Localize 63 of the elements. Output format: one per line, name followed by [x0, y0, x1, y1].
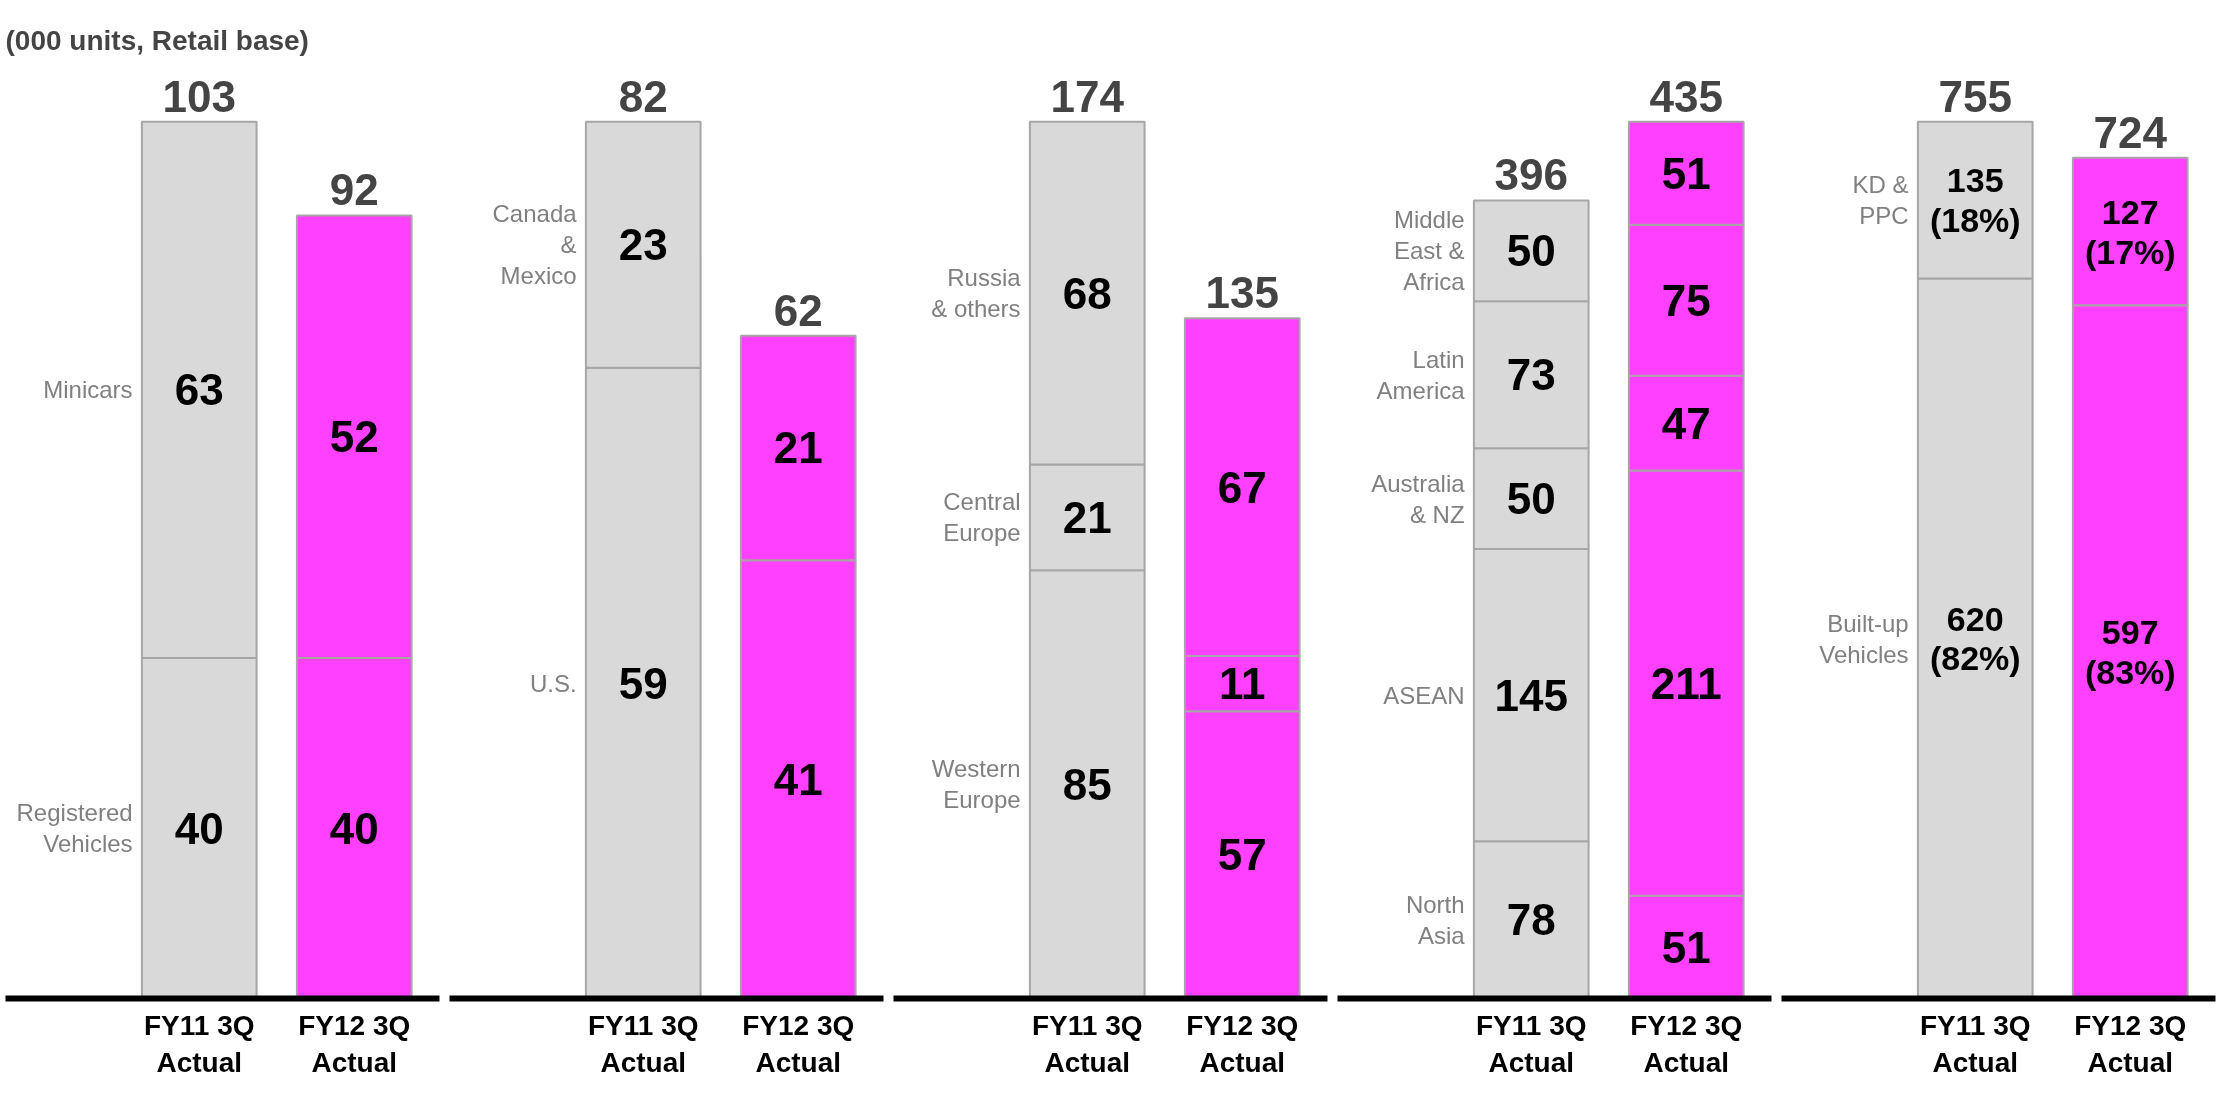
- x-tick-label: FY12 3Q Actual: [1630, 1009, 1743, 1078]
- series-label: Canada & Mexico: [492, 200, 578, 290]
- text: (000 units, Retail base): [5, 24, 309, 56]
- data-label: 73: [1506, 350, 1556, 400]
- series-label: KD & PPC: [1852, 171, 1909, 230]
- data-label: 620 (82%): [1929, 599, 2021, 678]
- series-label: Central Europe: [943, 488, 1021, 547]
- data-label: 57: [1217, 830, 1267, 880]
- data-label: 85: [1062, 759, 1112, 809]
- series-label: Russia & others: [931, 264, 1022, 323]
- total-label: 396: [1494, 150, 1568, 200]
- series-label: Australia & NZ: [1371, 469, 1466, 528]
- series-label: Registered Vehicles: [16, 799, 133, 858]
- total-label: 135: [1205, 268, 1279, 318]
- series-label: Latin America: [1376, 345, 1466, 404]
- total-label: 82: [618, 71, 668, 121]
- x-tick-label: FY11 3Q Actual: [1920, 1009, 2031, 1078]
- total-label: 174: [1050, 71, 1125, 121]
- x-tick-label: FY11 3Q Actual: [588, 1009, 699, 1078]
- series-label: ASEAN: [1383, 681, 1465, 709]
- series-label: Western Europe: [931, 755, 1021, 814]
- series-label: Built-up Vehicles: [1819, 609, 1909, 668]
- series-label: U.S.: [529, 669, 577, 697]
- data-label: 75: [1661, 275, 1711, 325]
- data-label: 67: [1217, 462, 1267, 512]
- data-label: 52: [329, 412, 379, 462]
- data-label: 597 (83%): [2084, 612, 2176, 691]
- data-label: 23: [618, 220, 668, 270]
- data-label: 40: [329, 803, 379, 853]
- data-label: 40: [174, 803, 224, 853]
- data-label: 68: [1062, 268, 1112, 318]
- x-tick-label: FY11 3Q Actual: [1476, 1009, 1587, 1078]
- x-tick-label: FY12 3Q Actual: [298, 1009, 411, 1078]
- data-label: 127 (17%): [2084, 192, 2176, 271]
- data-label: 145: [1494, 670, 1568, 720]
- data-label: 21: [773, 423, 823, 473]
- data-label: 51: [1661, 148, 1711, 198]
- data-label: 50: [1506, 474, 1556, 524]
- x-tick-label: FY12 3Q Actual: [2074, 1009, 2187, 1078]
- total-label: 755: [1938, 71, 2012, 121]
- total-label: 103: [162, 71, 236, 121]
- data-label: 50: [1506, 226, 1556, 276]
- x-tick-label: FY12 3Q Actual: [742, 1009, 855, 1078]
- data-label: 211: [1650, 658, 1722, 708]
- data-label: 11: [1218, 659, 1266, 709]
- x-tick-label: FY11 3Q Actual: [144, 1009, 255, 1078]
- x-tick-label: FY12 3Q Actual: [1186, 1009, 1299, 1078]
- data-label: 41: [773, 754, 823, 804]
- series-label: Middle East & Africa: [1393, 206, 1466, 296]
- data-label: 21: [1062, 492, 1112, 542]
- total-label: 435: [1649, 71, 1723, 121]
- data-label: 51: [1661, 922, 1711, 972]
- series-label: North Asia: [1405, 890, 1466, 949]
- total-label: 62: [773, 285, 823, 335]
- series-label: Minicars: [43, 376, 133, 404]
- data-label: 135 (18%): [1929, 161, 2021, 240]
- data-label: 78: [1506, 895, 1556, 945]
- data-label: 59: [618, 658, 668, 708]
- data-label: 47: [1661, 398, 1711, 448]
- x-tick-label: FY11 3Q Actual: [1032, 1009, 1143, 1078]
- data-label: 63: [174, 365, 224, 415]
- total-label: 724: [2093, 107, 2168, 157]
- total-label: 92: [329, 165, 379, 215]
